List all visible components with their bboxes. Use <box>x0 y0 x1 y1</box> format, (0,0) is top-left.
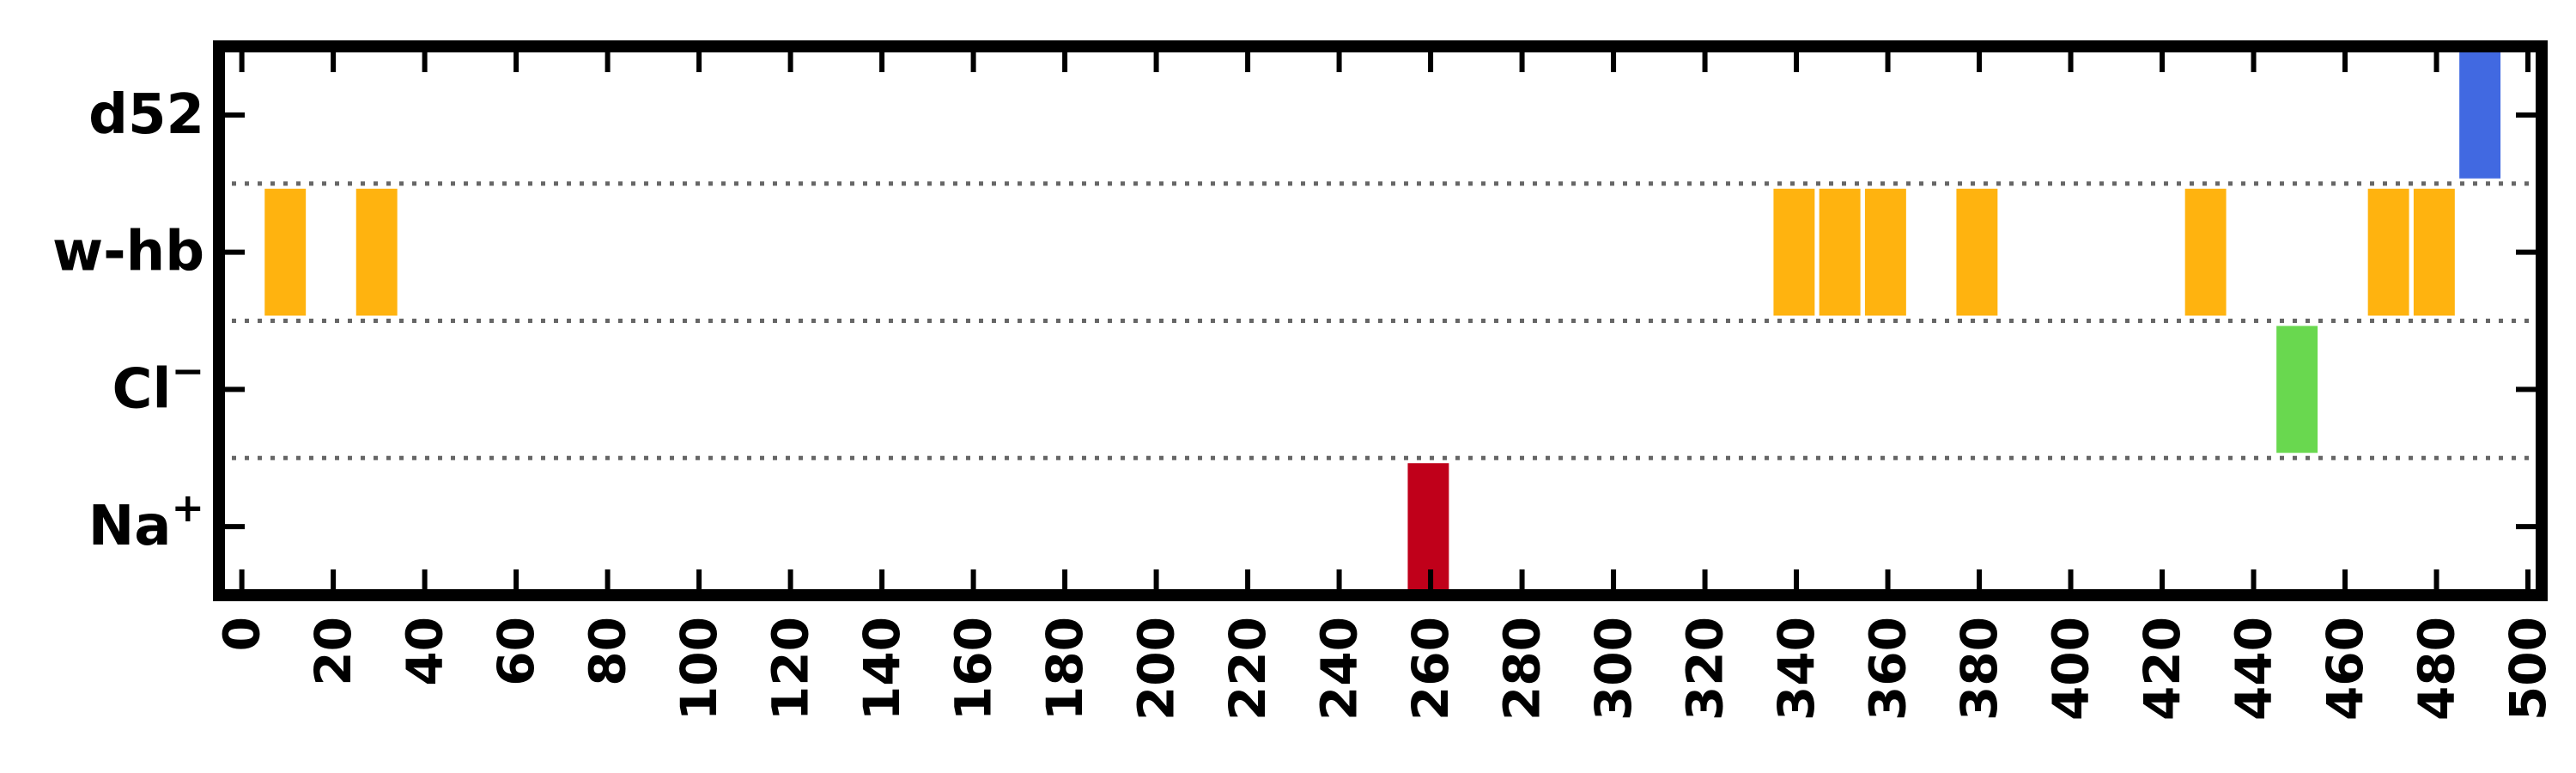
event-bar-w-hb <box>2184 188 2227 316</box>
x-tick-label: 500 <box>2499 617 2557 721</box>
event-bar-na <box>1407 463 1449 590</box>
x-tick-label: 460 <box>2316 617 2374 721</box>
y-tick-labels: d52 w-hb Cl− Na+ <box>52 83 204 558</box>
event-bar-w-hb <box>355 188 398 316</box>
x-tick-label: 200 <box>1127 617 1186 721</box>
x-tick-label: 40 <box>396 617 454 686</box>
y-tick-label-w-hb: w-hb <box>52 221 204 284</box>
x-tick-label: 360 <box>1859 617 1917 721</box>
event-bar-w-hb <box>1864 188 1906 316</box>
event-bars <box>264 52 2501 590</box>
x-tick-label: 140 <box>853 617 911 721</box>
x-tick-label: 380 <box>1950 617 2008 721</box>
x-tick-label: 480 <box>2408 617 2466 721</box>
plot-frame <box>213 40 2548 601</box>
x-tick-label: 300 <box>1584 617 1643 721</box>
x-tick-label: 420 <box>2133 617 2191 721</box>
x-tick-label: 20 <box>304 617 362 686</box>
x-tick-label: 320 <box>1676 617 1735 721</box>
x-tick-label: 240 <box>1310 617 1369 721</box>
event-bar-w-hb <box>1819 188 1861 316</box>
x-tick-label: 100 <box>670 617 728 721</box>
x-tick-label: 60 <box>487 617 545 686</box>
event-bar-w-hb <box>1773 188 1815 316</box>
y-tick-label-na: Na+ <box>88 484 204 558</box>
x-tick-label: 0 <box>213 617 271 651</box>
x-tick-label: 440 <box>2225 617 2283 721</box>
x-tick-label: 280 <box>1493 617 1552 721</box>
y-tick-label-d52: d52 <box>88 83 204 147</box>
event-bar-w-hb <box>264 188 307 316</box>
x-tick-label: 260 <box>1401 617 1460 721</box>
x-tick-label: 180 <box>1036 617 1094 721</box>
y-tick-label-cl: Cl− <box>112 347 204 421</box>
event-bar-w-hb <box>1956 188 1998 316</box>
x-tick-labels: 0 20 40 60 80 100 120 140 160 180 200 220 240 260 280 3… <box>213 617 2557 721</box>
x-tick-label: 340 <box>1767 617 1826 721</box>
row-separators <box>219 181 2542 460</box>
x-tick-label: 160 <box>945 617 1003 721</box>
x-tick-label: 400 <box>2042 617 2100 721</box>
event-bar-cl <box>2276 326 2318 453</box>
event-bar-d52 <box>2459 52 2501 179</box>
x-tick-label: 80 <box>579 617 637 686</box>
x-tick-label: 220 <box>1218 617 1277 721</box>
event-bar-w-hb <box>2367 188 2409 316</box>
event-bar-w-hb <box>2413 188 2455 316</box>
x-tick-label: 120 <box>762 617 820 721</box>
